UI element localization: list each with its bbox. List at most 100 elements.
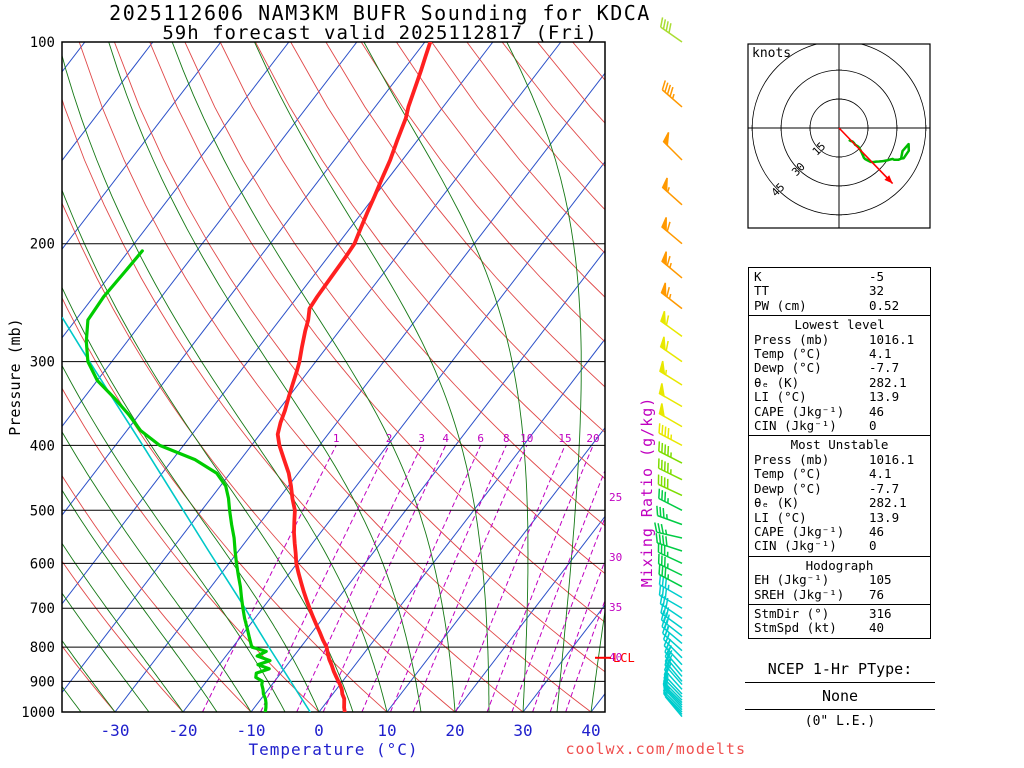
wind-barb xyxy=(654,522,683,539)
moist-adiabats xyxy=(62,42,605,712)
svg-text:1: 1 xyxy=(333,432,340,445)
stats-row: Temp (°C) 4.1 xyxy=(749,346,930,361)
svg-text:8: 8 xyxy=(503,432,510,445)
hodograph-units-label: knots xyxy=(752,46,792,61)
svg-text:900: 900 xyxy=(30,674,55,690)
mixing-ratio-value-labels: 1 2 3 4 6 8 10 15 20 25 30 35 40 xyxy=(333,432,622,664)
stats-row: StmSpd (kt) 40 xyxy=(749,620,930,636)
stats-row: PW (cm) 0.52 xyxy=(749,297,930,313)
svg-text:25: 25 xyxy=(609,491,622,504)
ptype-divider xyxy=(745,709,935,710)
stats-label: CIN (Jkg⁻¹) xyxy=(754,418,837,434)
stats-row: θₑ (K) 282.1 xyxy=(749,375,930,390)
stats-value: 40 xyxy=(869,620,885,636)
svg-text:LCL: LCL xyxy=(613,651,635,665)
stats-value: 1016.1 xyxy=(869,451,915,467)
wind-barb xyxy=(658,383,683,408)
temperature-curve xyxy=(275,42,433,712)
svg-text:-30: -30 xyxy=(101,721,130,740)
wind-barb xyxy=(658,488,683,511)
stats-row: Dewp (°C) -7.7 xyxy=(749,360,930,376)
svg-text:200: 200 xyxy=(30,237,55,253)
svg-text:-20: -20 xyxy=(169,721,198,740)
stats-row: CAPE (Jkg⁻¹) 46 xyxy=(749,404,930,419)
svg-text:1000: 1000 xyxy=(21,705,55,721)
storm-motion-arrowhead xyxy=(884,175,893,184)
stats-row: CIN (Jkg⁻¹) 0 xyxy=(749,538,930,553)
svg-text:2: 2 xyxy=(386,432,393,445)
wind-barb xyxy=(659,17,683,43)
wind-barb xyxy=(659,336,683,363)
wind-barb xyxy=(660,310,683,337)
stats-value: 46 xyxy=(869,523,885,539)
hodograph-rings xyxy=(751,44,927,216)
plot-frame xyxy=(61,41,606,713)
ptype-value: None xyxy=(821,687,859,705)
svg-text:20: 20 xyxy=(445,721,464,740)
ptype-title: NCEP 1-Hr PType: xyxy=(767,660,913,678)
storm-motion-arrow xyxy=(838,127,894,185)
stats-value: 76 xyxy=(869,586,885,602)
wind-barb xyxy=(658,574,683,599)
stats-section-title: Hodograph xyxy=(805,557,874,573)
stats-value: 0.52 xyxy=(869,297,900,313)
stats-section: Most Unstable Press (mb) 1016.1 Temp (°C) 4.… xyxy=(749,435,930,555)
wind-barb xyxy=(662,132,683,161)
stats-label: Dewp (°C) xyxy=(754,360,822,376)
stats-section: Hodograph EH (Jkg⁻¹) 105 SREH (Jkg⁻¹) 76 xyxy=(749,555,930,604)
wind-barb xyxy=(658,441,683,464)
stats-value: -7.7 xyxy=(869,360,900,376)
wind-barb xyxy=(664,652,683,682)
sounding-curves xyxy=(62,42,433,712)
stats-row: TT 32 xyxy=(749,283,930,299)
stats-row: K -5 xyxy=(749,269,930,284)
svg-text:800: 800 xyxy=(30,640,55,656)
temperature-axis-label: Temperature (°C) xyxy=(248,740,419,759)
stats-value: -7.7 xyxy=(869,480,900,496)
stats-label: PW (cm) xyxy=(754,297,807,313)
svg-text:30: 30 xyxy=(513,721,532,740)
stats-value: 1016.1 xyxy=(869,331,915,347)
stats-value: 13.9 xyxy=(869,509,900,525)
stats-value: 0 xyxy=(869,418,877,434)
wind-barb xyxy=(661,217,683,245)
svg-text:15: 15 xyxy=(810,140,829,159)
pressure-axis-label: Pressure (mb) xyxy=(6,318,24,436)
stats-label: Press (mb) xyxy=(754,331,830,347)
stats-label: LI (°C) xyxy=(754,389,807,405)
stats-row: θₑ (K) 282.1 xyxy=(749,495,930,511)
svg-text:20: 20 xyxy=(586,432,599,445)
svg-text:100: 100 xyxy=(30,35,55,51)
stats-value: 32 xyxy=(869,283,885,299)
svg-text:-10: -10 xyxy=(237,721,266,740)
stats-label: θₑ (K) xyxy=(754,495,800,511)
chart-subtitle: 59h forecast valid 2025112817 (Fri) xyxy=(162,22,598,44)
stats-label: CAPE (Jkg⁻¹) xyxy=(754,523,845,539)
wind-barb xyxy=(660,610,683,637)
wind-barb-column xyxy=(654,17,683,718)
pressure-tick-labels: 100 200 300 400 500 600 700 800 900 1000 xyxy=(21,35,55,721)
stats-value: -5 xyxy=(869,269,885,284)
chart-title: 2025112606 NAM3KM BUFR Sounding for KDCA xyxy=(109,1,651,25)
stats-label: SREH (Jkg⁻¹) xyxy=(754,586,845,602)
svg-text:4: 4 xyxy=(442,432,449,445)
stats-section-title: Most Unstable xyxy=(790,437,889,453)
stats-section: K -5 TT 32 PW (cm) 0.52 xyxy=(749,268,930,315)
svg-text:0: 0 xyxy=(314,721,324,740)
svg-text:400: 400 xyxy=(30,438,55,454)
wind-barb xyxy=(657,553,683,576)
stats-row: LI (°C) 13.9 xyxy=(749,509,930,525)
wind-barb xyxy=(661,80,683,108)
svg-text:6: 6 xyxy=(477,432,484,445)
stats-row: CAPE (Jkg⁻¹) 46 xyxy=(749,523,930,539)
stats-section: Lowest level Press (mb) 1016.1 Temp (°C) 4.1… xyxy=(749,315,930,435)
stats-row: Temp (°C) 4.1 xyxy=(749,466,930,481)
stats-row: Press (mb) 1016.1 xyxy=(749,451,930,467)
watermark: coolwx.com/modelts xyxy=(565,740,746,758)
svg-text:15: 15 xyxy=(558,432,571,445)
svg-text:700: 700 xyxy=(30,601,55,617)
